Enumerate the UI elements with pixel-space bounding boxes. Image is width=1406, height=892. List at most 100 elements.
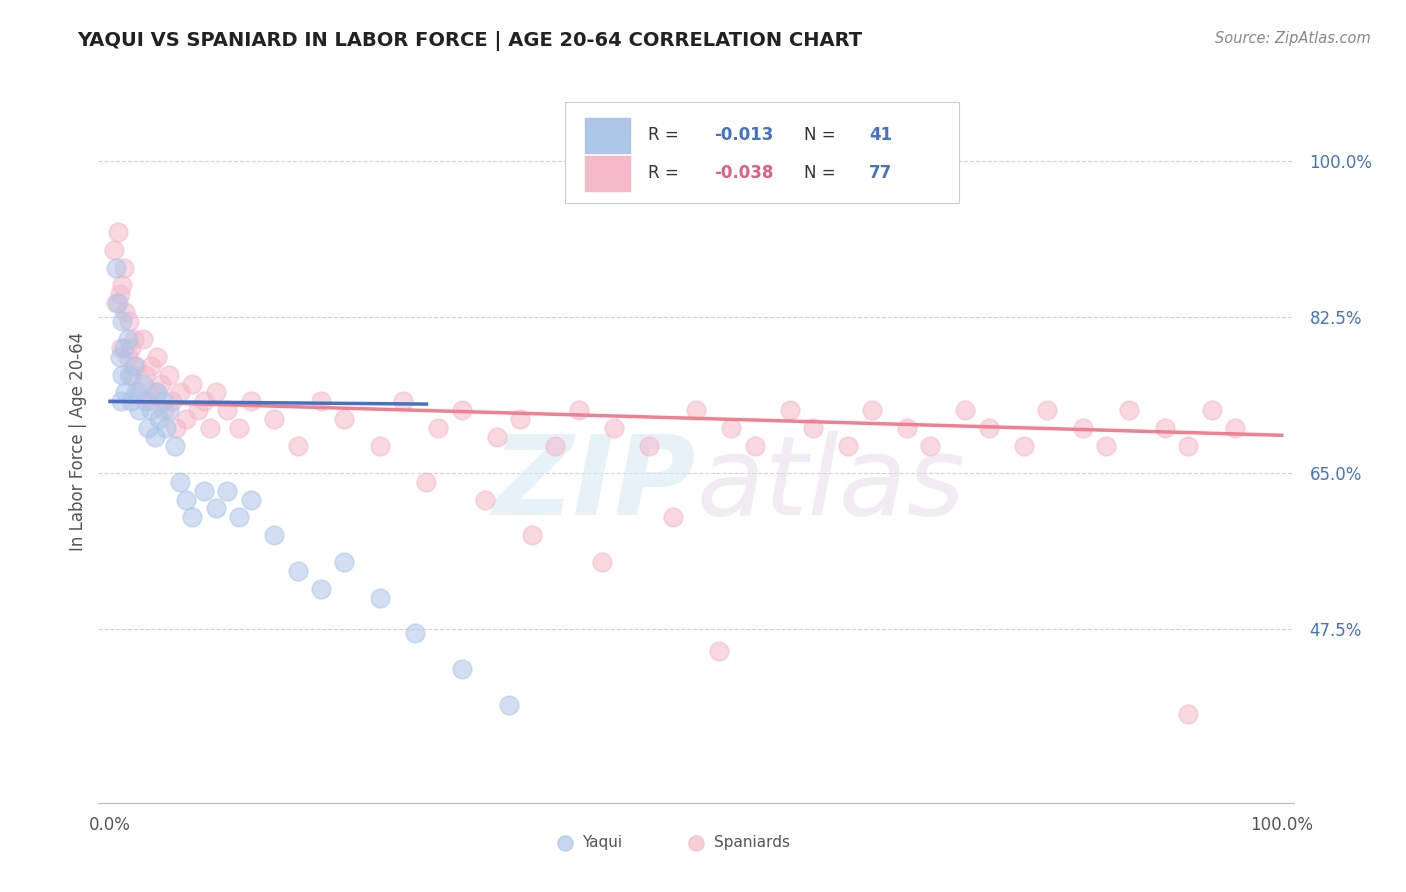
Point [174, 492, 197, 507]
Point [1177, 706, 1199, 721]
Point [111, 278, 134, 293]
Point [860, 403, 883, 417]
Point [263, 528, 285, 542]
Point [163, 439, 186, 453]
Point [114, 305, 136, 319]
Point [685, 403, 707, 417]
Point [134, 394, 156, 409]
Point [485, 430, 508, 444]
Point [136, 421, 159, 435]
Point [427, 421, 450, 435]
Point [1012, 439, 1035, 453]
Text: N =: N = [804, 164, 841, 183]
Point [450, 662, 472, 676]
Point [544, 439, 567, 453]
Point [107, 225, 129, 239]
Point [228, 421, 250, 435]
Point [404, 626, 426, 640]
Point [198, 421, 221, 435]
Point [146, 385, 169, 400]
Point [920, 439, 942, 453]
Point [108, 350, 131, 364]
Y-axis label: In Labor Force | Age 20-64: In Labor Force | Age 20-64 [69, 332, 87, 551]
Point [239, 394, 262, 409]
Point [309, 394, 332, 409]
Point [1177, 439, 1199, 453]
Point [204, 501, 226, 516]
Point [114, 385, 136, 400]
Point [801, 421, 824, 435]
Point [217, 483, 239, 498]
Point [720, 421, 742, 435]
Point [162, 394, 183, 409]
Point [239, 492, 262, 507]
Point [709, 644, 731, 658]
Point [1201, 403, 1223, 417]
Point [125, 385, 148, 400]
Text: 77: 77 [869, 164, 893, 183]
Point [520, 528, 543, 542]
Point [128, 385, 150, 400]
Point [955, 403, 977, 417]
Point [110, 341, 132, 355]
Point [121, 368, 143, 382]
Point [169, 385, 191, 400]
Point [181, 510, 204, 524]
Point [591, 555, 613, 569]
Point [146, 350, 169, 364]
Point [122, 359, 145, 373]
Text: Spaniards: Spaniards [714, 835, 790, 850]
Point [117, 332, 139, 346]
Point [287, 439, 309, 453]
Text: atlas: atlas [696, 432, 965, 539]
Point [204, 385, 226, 400]
Point [111, 368, 134, 382]
Point [165, 421, 187, 435]
Point [174, 412, 197, 426]
Point [498, 698, 520, 712]
Point [117, 350, 139, 364]
Point [193, 394, 215, 409]
Text: -0.013: -0.013 [714, 126, 773, 145]
Point [896, 421, 918, 435]
Text: 41: 41 [869, 126, 893, 145]
Point [110, 394, 132, 409]
Point [661, 510, 683, 524]
Point [157, 368, 180, 382]
Point [141, 403, 163, 417]
Text: R =: R = [648, 164, 685, 183]
Point [157, 403, 180, 417]
Point [108, 287, 131, 301]
Point [450, 403, 472, 417]
Point [148, 412, 170, 426]
Point [287, 564, 309, 578]
Text: R =: R = [648, 126, 685, 145]
Point [120, 394, 142, 409]
Point [153, 403, 176, 417]
Point [744, 439, 766, 453]
Point [132, 332, 155, 346]
Point [152, 394, 174, 409]
Point [155, 421, 177, 435]
Point [263, 412, 285, 426]
Point [132, 376, 155, 391]
Point [105, 260, 128, 275]
Point [125, 359, 148, 373]
Point [138, 394, 160, 409]
Point [309, 582, 332, 596]
Point [107, 296, 129, 310]
Point [141, 359, 163, 373]
Point [1071, 421, 1094, 435]
Point [149, 376, 172, 391]
Point [105, 296, 128, 310]
Point [368, 591, 391, 605]
Point [1036, 403, 1059, 417]
Point [474, 492, 496, 507]
Point [118, 368, 141, 382]
Point [228, 510, 250, 524]
Point [509, 412, 531, 426]
Point [392, 394, 415, 409]
Point [103, 243, 125, 257]
Text: ZIP: ZIP [492, 432, 696, 539]
Bar [585, 118, 630, 153]
